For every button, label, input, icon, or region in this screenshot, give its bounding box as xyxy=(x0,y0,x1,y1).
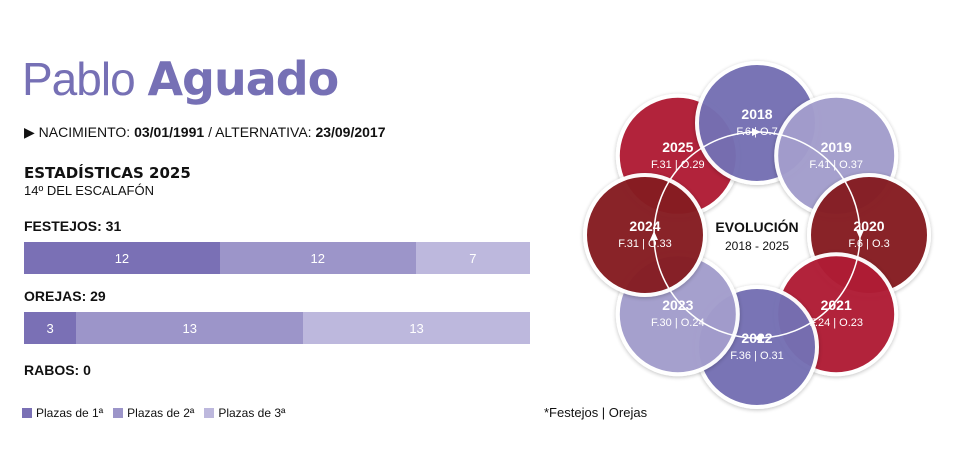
year-label: 2021 xyxy=(821,297,852,313)
year-stats: F.6 | O.7 xyxy=(736,126,777,138)
rabos-label: RABOS: 0 xyxy=(24,362,91,378)
separator: / xyxy=(208,124,212,140)
arrow-icon xyxy=(856,230,864,239)
year-stats: F.31 | O.29 xyxy=(651,159,705,171)
evolution-subtitle: 2018 - 2025 xyxy=(725,239,789,253)
orejas-label: OREJAS: 29 xyxy=(24,288,106,304)
arrow-icon xyxy=(650,231,658,240)
birth-date: 03/01/1991 xyxy=(134,124,205,140)
year-stats: F.6 | O.3 xyxy=(848,238,889,250)
year-label: 2024 xyxy=(629,218,660,234)
bar-segment: 12 xyxy=(24,242,220,274)
year-stats: F.24 | O.23 xyxy=(809,317,863,329)
year-label: 2025 xyxy=(662,139,693,155)
first-name: Pablo xyxy=(22,53,136,105)
year-label: 2022 xyxy=(741,330,772,346)
legend: Plazas de 1ª Plazas de 2ª Plazas de 3ª xyxy=(22,406,285,420)
year-label: 2018 xyxy=(741,106,772,122)
footnote: *Festejos | Orejas xyxy=(544,405,648,420)
alternativa-label: ALTERNATIVA: xyxy=(215,124,312,140)
arrow-icon xyxy=(752,128,761,136)
year-stats: F.31 | O.33 xyxy=(618,238,672,250)
bio-line: ▶ NACIMIENTO: 03/01/1991 / ALTERNATIVA: … xyxy=(24,124,386,141)
year-stats: F.30 | O.24 xyxy=(651,317,705,329)
legend-swatch xyxy=(204,408,215,418)
legend-item: Plazas de 3ª xyxy=(204,406,285,420)
triangle-icon: ▶ xyxy=(24,124,35,140)
birth-label: NACIMIENTO: xyxy=(38,124,131,140)
year-circle-2024 xyxy=(583,173,707,297)
legend-item: Plazas de 2ª xyxy=(113,406,194,420)
legend-label: Plazas de 3ª xyxy=(218,406,286,420)
legend-swatch xyxy=(113,408,124,418)
year-label: 2023 xyxy=(662,297,693,313)
bar-segment: 7 xyxy=(415,242,530,274)
festejos-label: FESTEJOS: 31 xyxy=(24,218,122,234)
year-label: 2019 xyxy=(821,139,852,155)
bar-segment: 12 xyxy=(219,242,416,274)
alternativa-date: 23/09/2017 xyxy=(315,124,386,140)
year-stats: F.41 | O.37 xyxy=(809,159,863,171)
last-name: Aguado xyxy=(147,52,339,106)
stats-title: ESTADÍSTICAS 2025 xyxy=(24,164,191,182)
year-label: 2020 xyxy=(853,218,884,234)
festejos-bar: 12 12 7 xyxy=(24,242,530,274)
legend-label: Plazas de 1ª xyxy=(36,406,104,420)
rank: 14º DEL ESCALAFÓN xyxy=(24,183,154,198)
page-title: Pablo Aguado xyxy=(22,52,339,106)
legend-swatch xyxy=(22,408,32,418)
evolution-title: EVOLUCIÓN xyxy=(715,218,798,235)
bar-segment: 13 xyxy=(303,312,530,344)
orejas-bar: 3 13 13 xyxy=(24,312,530,344)
bar-segment: 13 xyxy=(76,312,304,344)
legend-item: Plazas de 1ª xyxy=(22,406,103,420)
bar-segment: 3 xyxy=(24,312,77,344)
legend-label: Plazas de 2ª xyxy=(127,406,195,420)
year-stats: F.36 | O.31 xyxy=(730,350,784,362)
arrow-icon xyxy=(753,334,762,342)
